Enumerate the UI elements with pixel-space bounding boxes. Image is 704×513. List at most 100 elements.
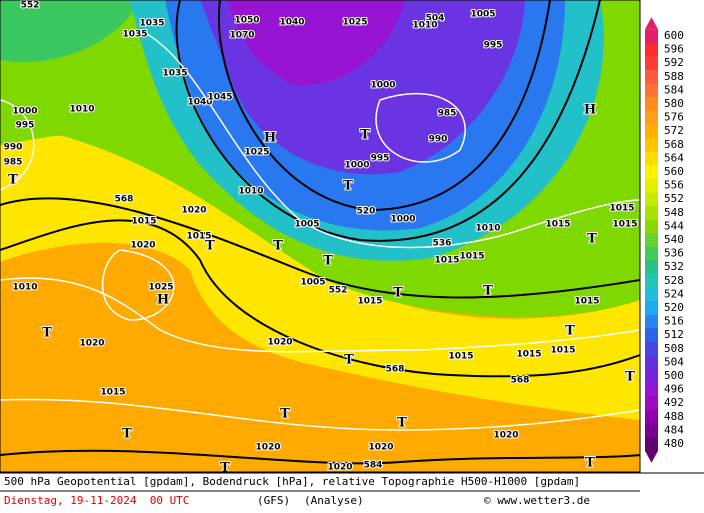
contour-label: 995 — [16, 121, 35, 131]
contour — [175, 0, 601, 242]
colorbar-arrow — [645, 17, 658, 30]
contour-label: 1035 — [139, 19, 164, 29]
colorbar-tick-label: 504 — [664, 355, 684, 368]
contour-label: 1010 — [238, 187, 263, 197]
contour-label: 1025 — [244, 148, 269, 158]
colorbar-tick-label: 548 — [664, 206, 684, 219]
colorbar-tick-label: 560 — [664, 165, 684, 178]
contour-label: 1015 — [434, 256, 459, 266]
colorbar-cell — [645, 138, 658, 153]
colorbar-tick-label: 516 — [664, 315, 684, 328]
colorbar-arrow — [645, 450, 658, 463]
colorbar-cell — [645, 124, 658, 139]
contour-label: 1015 — [357, 297, 382, 307]
contour — [217, 0, 551, 212]
contour-label: 1015 — [609, 204, 634, 214]
contour-label: 1020 — [327, 463, 352, 473]
colorbar-cell — [645, 70, 658, 85]
colorbar-tick-label: 552 — [664, 192, 684, 205]
pressure-center: H — [157, 293, 169, 308]
pressure-center: T — [42, 326, 52, 341]
pressure-center: T — [587, 232, 597, 247]
contour-label: 584 — [364, 461, 383, 471]
colorbar-cell — [645, 314, 658, 329]
contour-label: 1040 — [279, 18, 304, 28]
contour-label: 985 — [4, 158, 23, 168]
colorbar-tick-label: 540 — [664, 233, 684, 246]
colorbar-cell — [645, 369, 658, 384]
pressure-center: T — [585, 456, 595, 471]
contour-label: 1015 — [545, 220, 570, 230]
contour-label: 568 — [386, 365, 405, 375]
colorbar-tick-label: 536 — [664, 247, 684, 260]
colorbar-cell — [645, 165, 658, 180]
colorbar-cell — [645, 233, 658, 248]
colorbar-cell — [645, 151, 658, 166]
colorbar-tick-label: 600 — [664, 29, 684, 42]
colorbar-cell — [645, 97, 658, 112]
colorbar-tick-label: 480 — [664, 437, 684, 450]
isobar — [101, 249, 175, 321]
contour-label: 1010 — [412, 21, 437, 31]
colorbar-tick-label: 556 — [664, 179, 684, 192]
pressure-center: T — [625, 370, 635, 385]
isobar — [0, 99, 35, 191]
pressure-center: H — [584, 103, 596, 118]
footer-date: Dienstag, 19-11-2024 00 UTC — [4, 494, 189, 507]
pressure-center: T — [483, 284, 493, 299]
contour-label: 1020 — [181, 206, 206, 216]
pressure-center: T — [280, 407, 290, 422]
colorbar-cell — [645, 83, 658, 98]
contour-label: 1005 — [300, 278, 325, 288]
footer-credit: © www.wetter3.de — [484, 494, 590, 507]
contour-label: 1020 — [130, 241, 155, 251]
pressure-center: T — [397, 416, 407, 431]
field-violet — [228, 0, 405, 86]
contour-label: 1015 — [459, 252, 484, 262]
colorbar-tick-label: 508 — [664, 342, 684, 355]
pressure-center: T — [8, 173, 18, 188]
pressure-center: T — [344, 353, 354, 368]
footer-description: 500 hPa Geopotential [gpdam], Bodendruck… — [4, 475, 580, 488]
geopotential-contours — [0, 0, 641, 465]
contour — [0, 219, 641, 378]
contour-label: 1010 — [12, 283, 37, 293]
contour-label: 1015 — [574, 297, 599, 307]
contour-label: 504 — [426, 14, 445, 24]
contour-label: 1025 — [342, 18, 367, 28]
colorbar-tick-label: 512 — [664, 328, 684, 341]
colorbar-cell — [645, 437, 658, 452]
colorbar-tick-label: 488 — [664, 410, 684, 423]
contour-label: 1025 — [148, 283, 173, 293]
colorbar-cell — [645, 342, 658, 357]
colorbar-cell — [645, 328, 658, 343]
contour-label: 985 — [438, 109, 457, 119]
contour-label: 536 — [433, 239, 452, 249]
pressure-center: T — [393, 286, 403, 301]
colorbar-tick-label: 572 — [664, 124, 684, 137]
contour-label: 1005 — [294, 220, 319, 230]
pressure-center: T — [122, 427, 132, 442]
footer-run: (Analyse) — [304, 494, 364, 507]
contour-label: 990 — [4, 143, 23, 153]
contour-label: 1040 — [187, 98, 212, 108]
colorbar-cell — [645, 396, 658, 411]
footer-model: (GFS) — [257, 494, 290, 507]
pressure-center: T — [205, 239, 215, 254]
colorbar-cell — [645, 219, 658, 234]
colorbar-cell — [645, 410, 658, 425]
isobars — [0, 29, 641, 431]
contour-label: 1020 — [493, 431, 518, 441]
contour-label: 1020 — [255, 443, 280, 453]
colorbar-tick-label: 580 — [664, 97, 684, 110]
pressure-center: T — [565, 324, 575, 339]
colorbar-cell — [645, 423, 658, 438]
contour-label: 1015 — [186, 232, 211, 242]
contour-label: 1045 — [207, 93, 232, 103]
colorbar-tick-label: 544 — [664, 219, 684, 232]
contour-label: 1015 — [516, 350, 541, 360]
colorbar-tick-label: 596 — [664, 43, 684, 56]
colorbar-cell — [645, 42, 658, 57]
pressure-center: T — [323, 254, 333, 269]
